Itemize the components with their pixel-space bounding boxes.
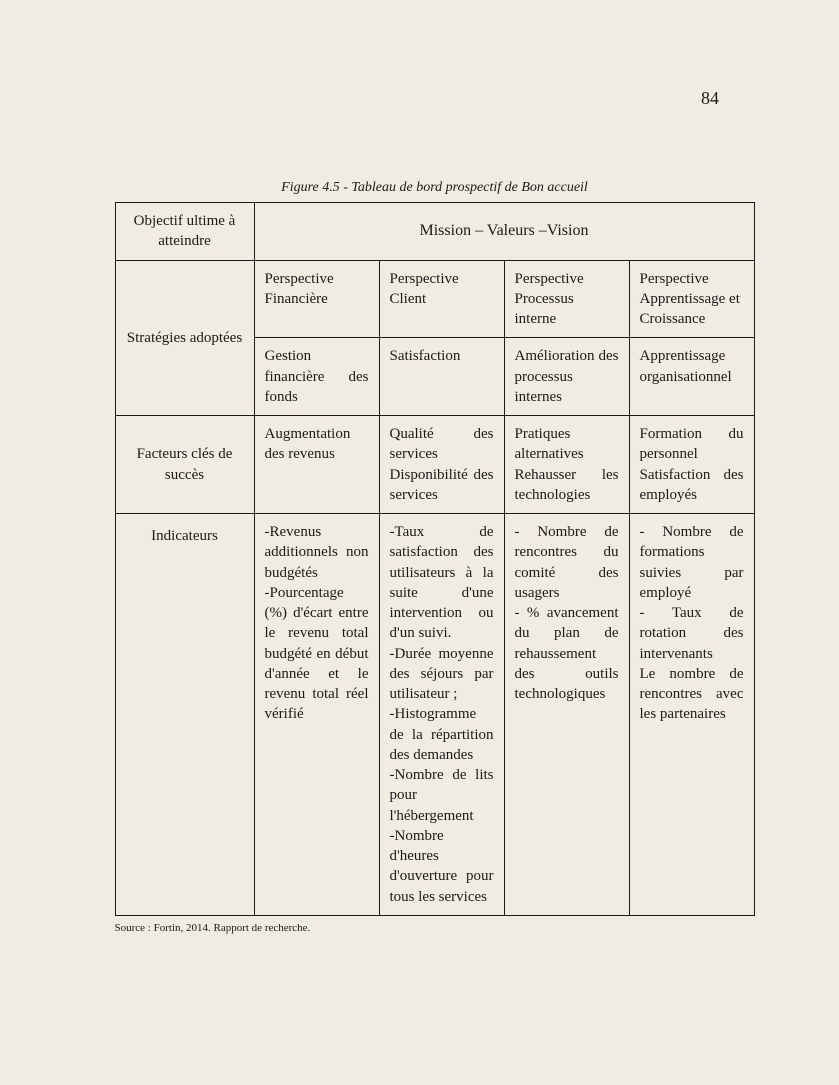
cell-gestion-financiere: Gestion financière des fonds (254, 338, 379, 416)
cell-objectif-label: Objectif ultime à atteindre (115, 203, 254, 261)
table-row: Facteurs clés de succès Augmentation des… (115, 416, 754, 514)
cell-qualite-services: Qualité des servicesDisponibilité des se… (379, 416, 504, 514)
cell-perspective-financiere: Perspective Financière (254, 260, 379, 338)
table-row: Objectif ultime à atteindre Mission – Va… (115, 203, 754, 261)
cell-mission: Mission – Valeurs –Vision (254, 203, 754, 261)
source-citation: Source : Fortin, 2014. Rapport de recher… (115, 922, 755, 934)
page-container: 84 Figure 4.5 - Tableau de bord prospect… (0, 0, 839, 1085)
table-row: Stratégies adoptées Perspective Financiè… (115, 260, 754, 338)
cell-indicateurs-apprentissage: - Nombre de formations suivies par emplo… (629, 514, 754, 916)
cell-augmentation-revenus: Augmentation des revenus (254, 416, 379, 514)
cell-indicateurs-financiere: -Revenus additionnels non budgétés-Pourc… (254, 514, 379, 916)
figure-caption: Figure 4.5 - Tableau de bord prospectif … (100, 180, 769, 196)
cell-amelioration-processus: Amélioration des processus internes (504, 338, 629, 416)
cell-pratiques-alternatives: Pratiques alternativesRehausser les tech… (504, 416, 629, 514)
cell-formation-personnel: Formation du personnelSatisfaction des e… (629, 416, 754, 514)
cell-strategies-label: Stratégies adoptées (115, 260, 254, 416)
cell-indicateurs-label: Indicateurs (115, 514, 254, 916)
cell-satisfaction: Satisfaction (379, 338, 504, 416)
cell-indicateurs-client: -Taux de satisfaction des utilisateurs à… (379, 514, 504, 916)
cell-indicateurs-processus: - Nombre de rencontres du comité des usa… (504, 514, 629, 916)
cell-perspective-client: Perspective Client (379, 260, 504, 338)
page-number: 84 (701, 88, 719, 109)
cell-perspective-apprentissage: Perspective Apprentissage et Croissance (629, 260, 754, 338)
table-row: Indicateurs -Revenus additionnels non bu… (115, 514, 754, 916)
cell-facteurs-label: Facteurs clés de succès (115, 416, 254, 514)
cell-perspective-processus: Perspective Processus interne (504, 260, 629, 338)
scorecard-table: Objectif ultime à atteindre Mission – Va… (115, 202, 755, 916)
cell-apprentissage-org: Apprentissage organisationnel (629, 338, 754, 416)
